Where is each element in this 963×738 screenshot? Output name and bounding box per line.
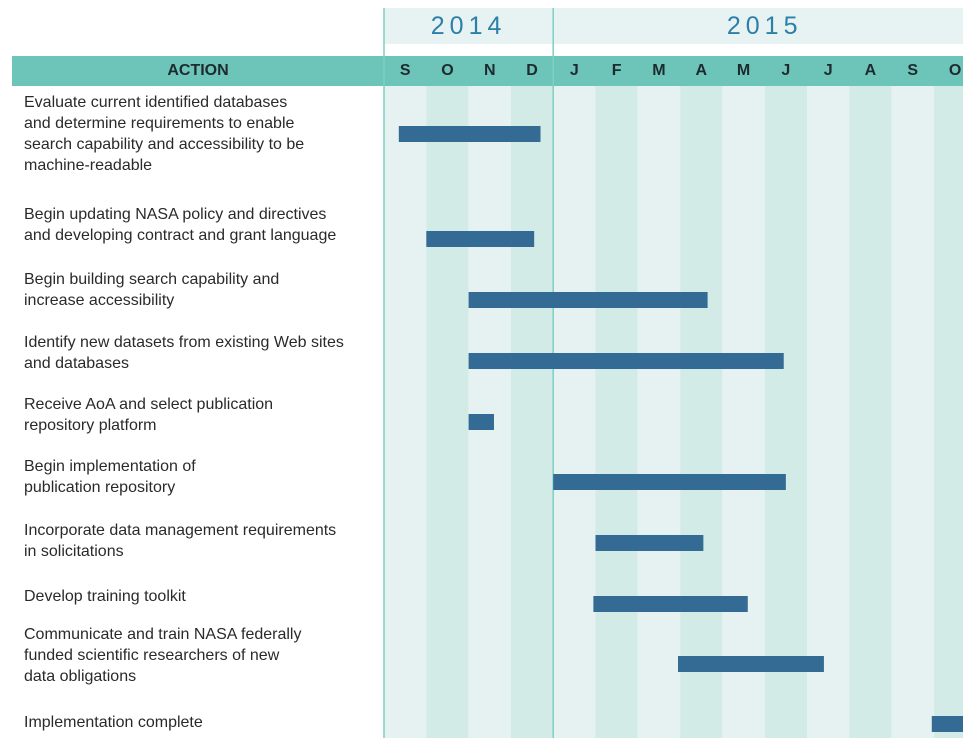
year-label: 2014 xyxy=(430,12,507,40)
month-column xyxy=(468,86,511,738)
month-label: A xyxy=(864,62,877,79)
task-name: Implementation complete xyxy=(24,714,203,731)
month-label: M xyxy=(652,62,666,79)
task-bar xyxy=(398,126,541,142)
task-bar xyxy=(931,716,963,732)
task-name: Communicate and train NASA federally fun… xyxy=(24,626,302,685)
month-label: S xyxy=(399,62,411,79)
month-column xyxy=(384,86,427,738)
month-label: S xyxy=(907,62,919,79)
task-name: Receive AoA and select publication repos… xyxy=(24,396,274,434)
header-label: ACTION xyxy=(167,62,229,79)
month-column xyxy=(510,86,554,738)
month-label: J xyxy=(569,62,579,79)
header-row xyxy=(12,56,963,86)
month-label: N xyxy=(483,62,496,79)
year-band xyxy=(384,8,963,44)
month-label: O xyxy=(948,62,962,79)
task-name: Begin updating NASA policy and directive… xyxy=(24,206,337,244)
task-name: Evaluate current identified databases an… xyxy=(24,94,305,174)
task-bar xyxy=(468,414,494,430)
month-label: A xyxy=(695,62,708,79)
month-label: F xyxy=(611,62,622,79)
task-name: Begin implementation of publication repo… xyxy=(24,458,196,496)
year-label: 2015 xyxy=(726,12,803,40)
task-bar xyxy=(593,596,748,612)
task-bar xyxy=(553,474,786,490)
task-bar xyxy=(468,353,784,369)
task-name: Identify new datasets from existing Web … xyxy=(24,334,344,372)
month-column xyxy=(849,86,892,738)
month-column xyxy=(426,86,469,738)
month-label: M xyxy=(736,62,751,79)
month-column xyxy=(680,86,723,738)
month-column xyxy=(891,86,934,738)
month-column xyxy=(764,86,807,738)
task-bar xyxy=(595,535,704,551)
task-name: Begin building search capability and inc… xyxy=(24,271,280,309)
month-column xyxy=(807,86,850,738)
month-label: J xyxy=(781,62,791,79)
month-column xyxy=(553,86,596,738)
task-name: Incorporate data management requirements… xyxy=(24,522,337,560)
month-column xyxy=(595,86,638,738)
task-name: Develop training toolkit xyxy=(24,588,186,605)
month-column xyxy=(637,86,681,738)
task-bar xyxy=(426,231,535,247)
month-label: D xyxy=(526,62,538,79)
month-label: O xyxy=(441,62,454,79)
month-label: J xyxy=(823,62,833,79)
month-column xyxy=(722,86,765,738)
month-column xyxy=(933,86,963,738)
task-bar xyxy=(468,292,708,308)
task-bar xyxy=(677,656,824,672)
